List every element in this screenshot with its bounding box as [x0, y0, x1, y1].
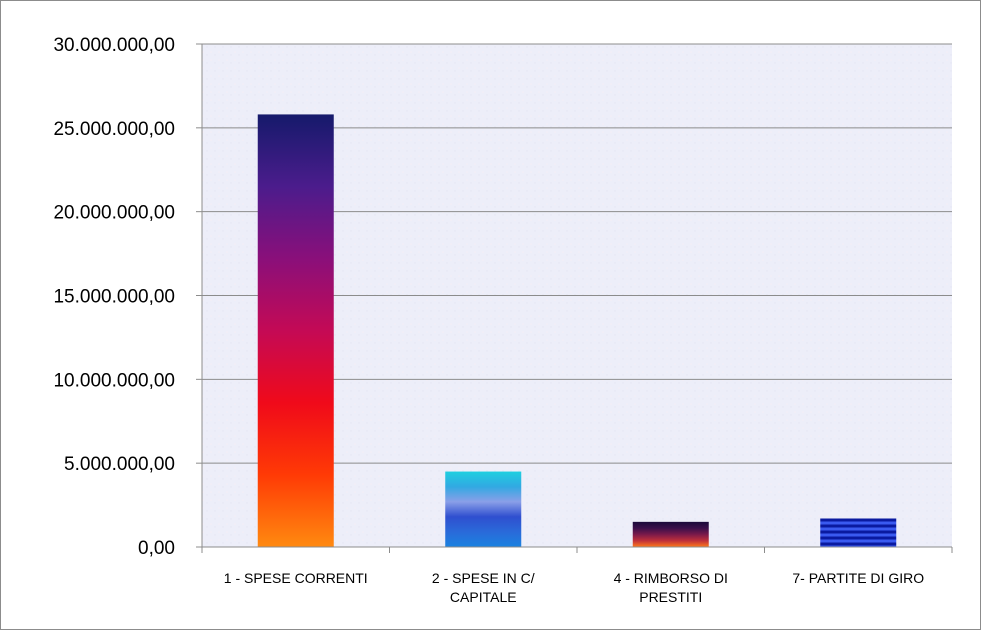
- y-tick-label: 25.000.000,00: [53, 119, 175, 140]
- bar: [257, 114, 334, 548]
- x-category-label: 4 - RIMBORSO DI PRESTITI: [614, 570, 728, 605]
- x-category-label: 7- PARTITE DI GIRO: [792, 570, 924, 586]
- axes: [201, 44, 953, 553]
- bar: [445, 471, 522, 547]
- y-tick-label: 30.000.000,00: [53, 35, 175, 56]
- y-tick-label: 0,00: [138, 538, 175, 559]
- bar: [820, 518, 897, 547]
- y-axis-tick-labels: 0,00 5.000.000,00 10.000.000,00 15.000.000,…: [53, 35, 175, 559]
- x-category-label: 1 - SPESE CORRENTI: [224, 570, 368, 586]
- y-tick-label: 10.000.000,00: [53, 370, 175, 391]
- y-tick-label: 20.000.000,00: [53, 203, 175, 224]
- y-tick-label: 5.000.000,00: [64, 454, 175, 475]
- x-axis-category-labels: 1 - SPESE CORRENTI 2 - SPESE IN C/CAPITAL…: [224, 570, 924, 605]
- y-tick-label: 15.000.000,00: [53, 287, 175, 308]
- bars: [257, 114, 897, 548]
- x-category-label: 2 - SPESE IN C/CAPITALE: [432, 570, 535, 605]
- bar: [632, 521, 709, 547]
